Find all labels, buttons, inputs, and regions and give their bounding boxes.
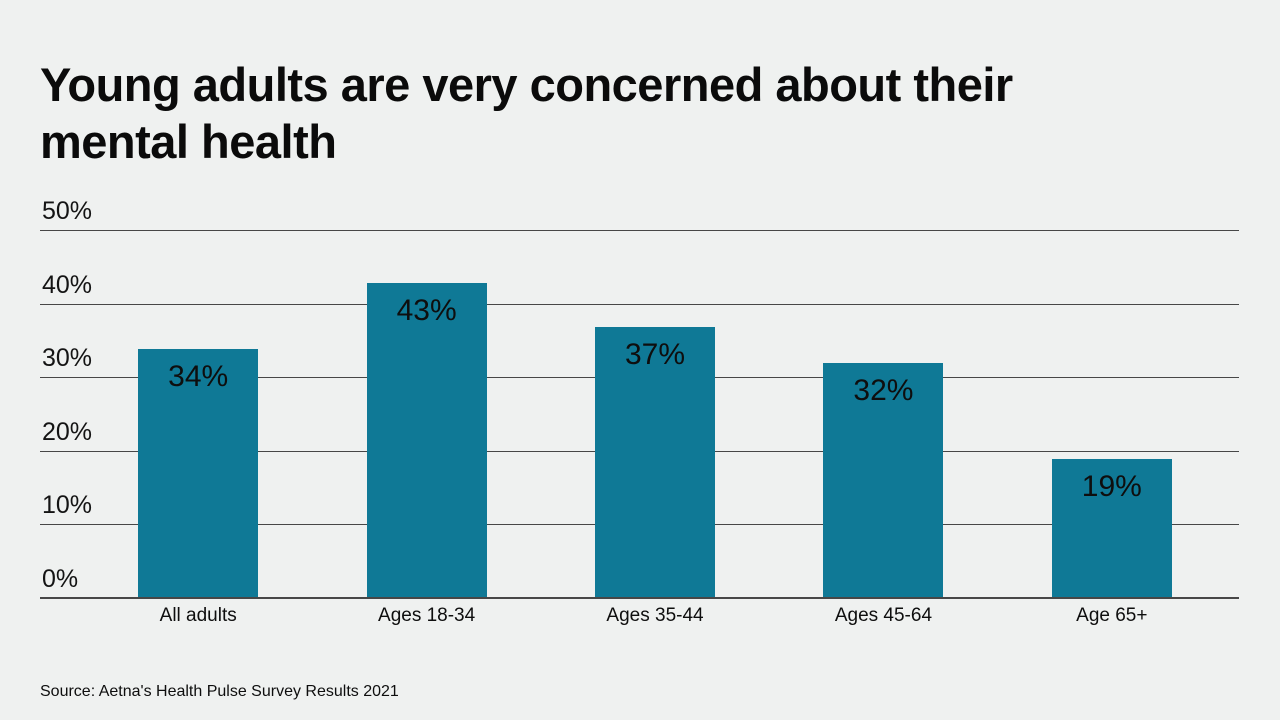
y-tick-label-0%: 0% — [42, 565, 79, 593]
bar-value-label-all-adults: 34% — [168, 359, 229, 393]
plot-area: 34% 43% 37% 32% 19% 0% 10% 20% 30% 40% 50% — [40, 199, 1239, 599]
bar-age-65: 19% — [1051, 459, 1172, 599]
bar-slot-ages-45-64: 32% — [769, 363, 997, 599]
gridline-40% — [40, 303, 1239, 305]
chart-title: Young adults are very concerned about th… — [40, 56, 1013, 170]
x-axis-category-labels: All adults Ages 18-34 Ages 35-44 Ages 45-64… — [84, 605, 1226, 627]
bar-ages-45-64: 32% — [823, 363, 944, 599]
bar-slot-age-65: 19% — [998, 459, 1226, 599]
y-tick-label-20%: 20% — [42, 417, 93, 446]
x-category-label-age-65: Age 65+ — [1076, 605, 1148, 626]
y-tick-label-30%: 30% — [42, 344, 93, 373]
x-category-label-ages-35-44: Ages 35-44 — [606, 605, 704, 626]
y-tick-label-10%: 10% — [42, 491, 93, 520]
chart-title-line-1: Young adults are very concerned about th… — [40, 58, 1013, 112]
bar-value-label-age-65: 19% — [1081, 470, 1142, 504]
gridline-50% — [40, 230, 1239, 231]
bars-container: 34% 43% 37% 32% 19% — [84, 231, 1226, 599]
y-tick-label-50%: 50% — [42, 197, 93, 225]
bar-value-label-ages-18-34: 43% — [396, 293, 457, 327]
source-text: Source: Aetna's Health Pulse Survey Resu… — [40, 683, 399, 700]
y-tick-label-40%: 40% — [42, 270, 93, 299]
chart-title-line-2: mental health — [40, 115, 337, 169]
bar-slot-all-adults: 34% — [84, 348, 312, 599]
bar-all-adults: 34% — [138, 348, 259, 599]
bar-value-label-ages-35-44: 37% — [624, 337, 686, 371]
bar-slot-ages-35-44: 37% — [541, 326, 769, 599]
bar-chart: 34% 43% 37% 32% 19% 0% 10% 20% 30% 40% 50% All ad… — [40, 196, 1239, 666]
bar-slot-ages-18-34: 43% — [312, 282, 540, 599]
x-category-label-all-adults: All adults — [159, 605, 237, 626]
x-axis-baseline — [40, 597, 1239, 599]
x-category-label-ages-45-64: Ages 45-64 — [834, 605, 933, 626]
bar-ages-18-34: 43% — [366, 282, 487, 599]
x-category-label-ages-18-34: Ages 18-34 — [378, 605, 476, 626]
bar-value-label-ages-45-64: 32% — [853, 374, 914, 408]
bar-ages-35-44: 37% — [595, 326, 716, 599]
